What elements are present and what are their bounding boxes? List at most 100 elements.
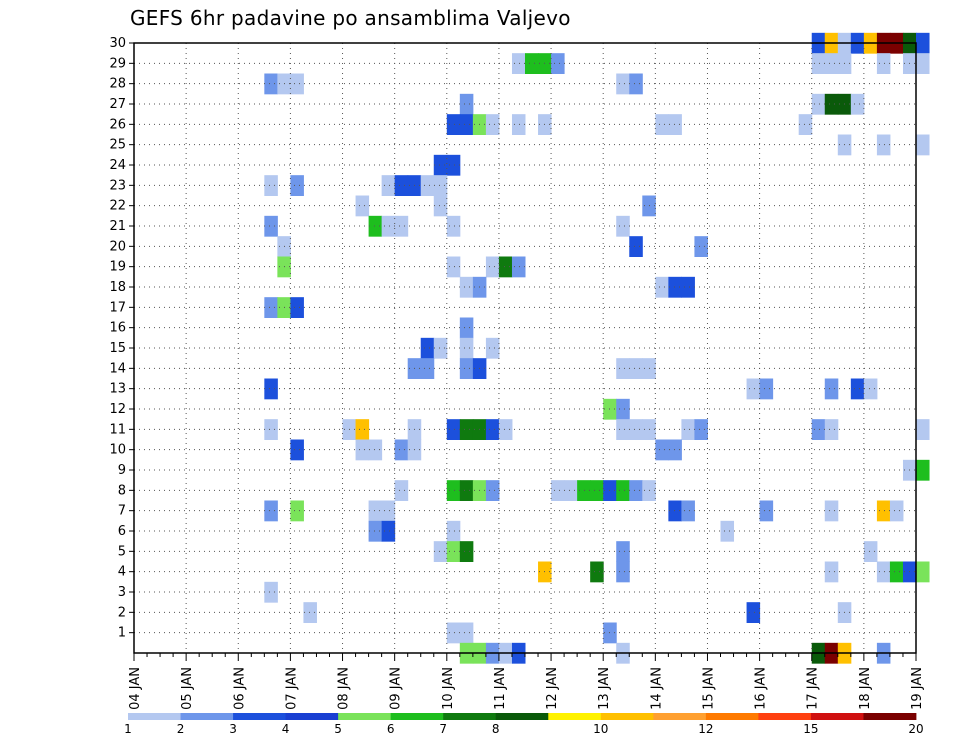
y-tick-label: 9 bbox=[118, 463, 126, 478]
colorbar-swatch bbox=[810, 713, 864, 720]
colorbar-swatch bbox=[705, 713, 759, 720]
heatmap-cell bbox=[264, 378, 278, 400]
heatmap-cell bbox=[720, 520, 735, 542]
x-tick-label: 14 JAN bbox=[649, 667, 664, 710]
y-tick-label: 24 bbox=[109, 158, 126, 173]
heatmap-cell bbox=[459, 419, 474, 440]
colorbar-label: 1 bbox=[124, 722, 132, 736]
heatmap-cell bbox=[420, 337, 435, 359]
y-tick-label: 7 bbox=[118, 504, 126, 519]
heatmap-cell bbox=[759, 500, 774, 522]
heatmap-cell bbox=[590, 561, 604, 583]
heatmap-cell bbox=[264, 297, 278, 318]
heatmap-cell bbox=[290, 297, 304, 318]
y-tick-label: 26 bbox=[109, 117, 126, 132]
y-tick-label: 17 bbox=[109, 300, 126, 315]
x-tick-label: 11 JAN bbox=[493, 667, 508, 710]
colorbar-swatch bbox=[285, 713, 339, 720]
heatmap-cell bbox=[916, 53, 930, 74]
heatmap-cell bbox=[433, 154, 448, 176]
heatmap-cell bbox=[876, 500, 891, 522]
heatmap-cell bbox=[525, 53, 539, 74]
x-tick-label: 18 JAN bbox=[858, 667, 873, 710]
heatmap-cell bbox=[433, 541, 448, 562]
heatmap-cell bbox=[394, 175, 409, 196]
heatmap-cell bbox=[668, 114, 682, 135]
heatmap-cell bbox=[394, 215, 409, 237]
colorbar-label: 10 bbox=[593, 722, 608, 736]
heatmap-cell bbox=[433, 337, 448, 359]
heatmap-cell bbox=[824, 378, 839, 400]
heatmap-cell bbox=[616, 73, 630, 95]
heatmap-cell bbox=[485, 480, 500, 501]
heatmap-cell bbox=[551, 53, 565, 74]
x-tick-label: 06 JAN bbox=[232, 667, 247, 710]
y-tick-label: 15 bbox=[109, 341, 126, 356]
heatmap-cell bbox=[824, 53, 839, 74]
heatmap-cell bbox=[368, 439, 383, 461]
heatmap-cell bbox=[420, 358, 435, 379]
heatmap-cell bbox=[824, 561, 839, 583]
heatmap-cell bbox=[616, 541, 630, 562]
colorbar-swatch bbox=[443, 713, 497, 720]
heatmap-cell bbox=[616, 358, 630, 379]
heatmap-cell bbox=[290, 175, 304, 196]
heatmap-cell bbox=[459, 358, 474, 379]
heatmap-cell bbox=[577, 480, 591, 501]
heatmap-cell bbox=[381, 215, 396, 237]
y-tick-label: 11 bbox=[109, 422, 126, 437]
y-tick-label: 25 bbox=[109, 138, 126, 153]
heatmap-cell bbox=[551, 480, 565, 501]
y-tick-label: 18 bbox=[109, 280, 126, 295]
y-tick-label: 1 bbox=[118, 626, 126, 641]
y-tick-label: 29 bbox=[109, 56, 126, 71]
heatmap-cell bbox=[876, 134, 891, 156]
heatmap-cell bbox=[459, 480, 474, 501]
heatmap-cell bbox=[290, 500, 304, 522]
heatmap-cell bbox=[876, 53, 891, 74]
heatmap-cell bbox=[446, 154, 461, 176]
heatmap-cell bbox=[446, 215, 461, 237]
y-tick-label: 30 bbox=[109, 36, 126, 51]
y-tick-label: 16 bbox=[109, 321, 126, 336]
heatmap-cell bbox=[303, 602, 317, 623]
heatmap-cell bbox=[564, 480, 578, 501]
heatmap-cell bbox=[629, 419, 643, 440]
heatmap-cell bbox=[446, 541, 461, 562]
colorbar-swatch bbox=[863, 713, 917, 720]
y-tick-label: 23 bbox=[109, 178, 126, 193]
heatmap-cell bbox=[655, 439, 669, 461]
y-tick-label: 5 bbox=[118, 544, 126, 559]
heatmap-cell bbox=[590, 480, 604, 501]
heatmap-cell bbox=[668, 439, 682, 461]
heatmap-cell bbox=[264, 500, 278, 522]
x-tick-label: 13 JAN bbox=[597, 667, 612, 710]
heatmap-cell bbox=[264, 175, 278, 196]
colorbar-label: 3 bbox=[229, 722, 237, 736]
heatmap-cell bbox=[681, 276, 695, 298]
heatmap-cell bbox=[446, 256, 461, 278]
colorbar-label: 12 bbox=[698, 722, 713, 736]
heatmap-cell bbox=[459, 317, 474, 339]
y-tick-label: 27 bbox=[109, 97, 126, 112]
heatmap-cell bbox=[850, 93, 865, 115]
colorbar-swatch bbox=[128, 713, 181, 720]
heatmap-cell bbox=[916, 561, 930, 583]
colorbar-label: 4 bbox=[282, 722, 290, 736]
colorbar-swatch bbox=[338, 713, 392, 720]
colorbar-swatch bbox=[390, 713, 444, 720]
colorbar-label: 6 bbox=[387, 722, 395, 736]
colorbar-label: 15 bbox=[803, 722, 818, 736]
heatmap-cell bbox=[394, 439, 409, 461]
heatmap-cell bbox=[511, 114, 526, 135]
x-tick-label: 08 JAN bbox=[337, 667, 352, 710]
x-tick-label: 07 JAN bbox=[284, 667, 299, 710]
colorbar-swatch bbox=[653, 713, 707, 720]
colorbar-swatch bbox=[600, 713, 654, 720]
colorbar-label: 2 bbox=[177, 722, 185, 736]
heatmap-cell bbox=[498, 419, 513, 440]
colorbar-swatch bbox=[548, 713, 602, 720]
heatmap-cell bbox=[916, 134, 930, 156]
heatmap-cell bbox=[876, 561, 891, 583]
x-tick-label: 05 JAN bbox=[180, 667, 195, 710]
